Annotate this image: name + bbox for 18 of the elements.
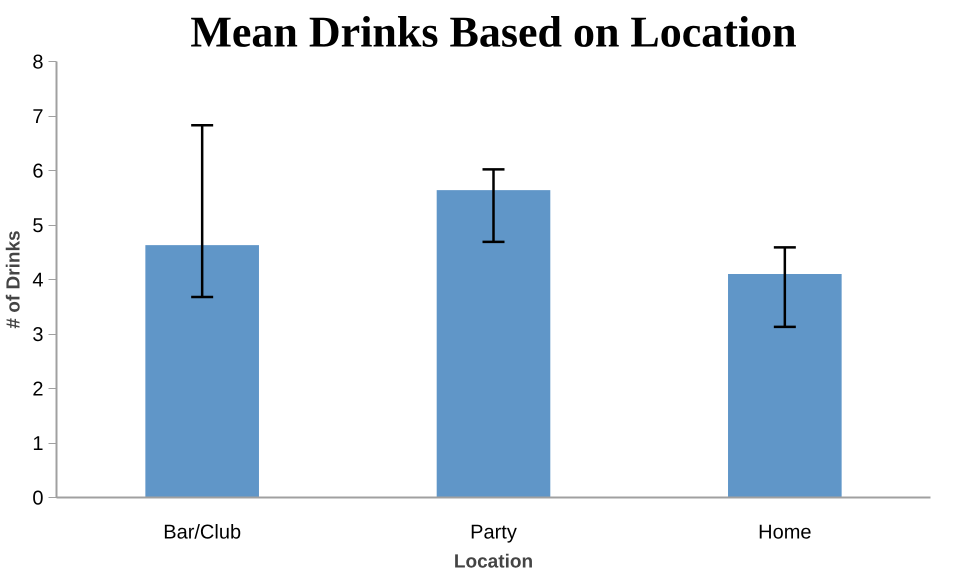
bar: [145, 245, 259, 498]
y-tick-label: 5: [32, 215, 44, 237]
y-tick-label: 0: [32, 488, 44, 510]
y-tick-label: 4: [32, 270, 44, 292]
x-tick-label: Party: [470, 522, 517, 544]
bar: [436, 190, 550, 498]
y-tick-label: 1: [32, 433, 44, 455]
bar: [728, 274, 842, 498]
y-tick-label: 3: [32, 324, 44, 346]
x-tick-label: Home: [758, 522, 812, 544]
chart-title: Mean Drinks Based on Location: [190, 8, 797, 56]
y-tick-label: 8: [32, 52, 44, 74]
y-tick-label: 6: [32, 160, 44, 182]
x-tick-label: Bar/Club: [163, 522, 242, 544]
y-tick-label: 2: [32, 378, 44, 400]
y-axis-title: # of Drinks: [3, 230, 24, 329]
y-tick-label: 7: [32, 106, 44, 128]
x-axis-title: Location: [454, 552, 534, 572]
